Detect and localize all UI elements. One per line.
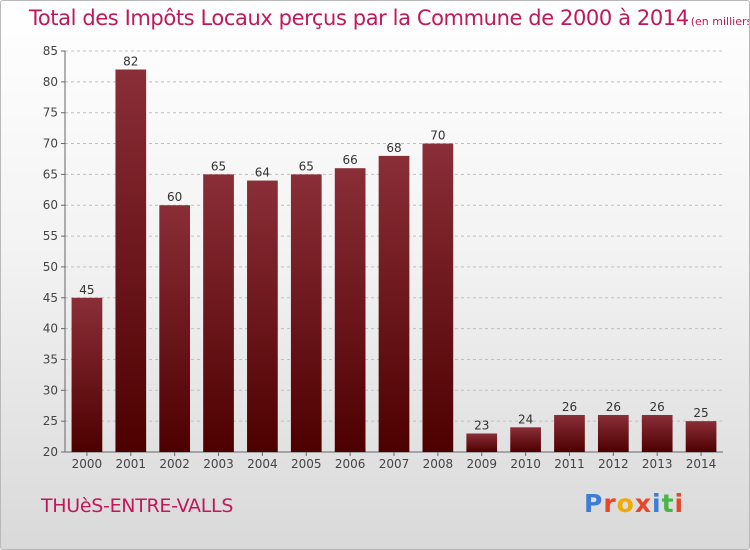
bar	[422, 143, 454, 453]
x-tick-label: 2000	[72, 457, 103, 471]
bar	[466, 433, 498, 452]
brand-letter: o	[616, 489, 635, 518]
y-tick-label: 40	[43, 322, 58, 336]
data-label: 23	[474, 418, 489, 432]
bar	[685, 421, 717, 452]
bar	[641, 414, 673, 452]
x-tick-label: 2010	[510, 457, 541, 471]
bar	[597, 414, 629, 452]
bar	[159, 205, 191, 452]
commune-name: THUèS-ENTRE-VALLS	[41, 495, 234, 517]
bar	[71, 297, 103, 452]
x-tick-label: 2013	[642, 457, 673, 471]
bar	[290, 174, 322, 452]
chart-unit: (en milliers d'€)	[690, 15, 750, 28]
data-label: 82	[123, 55, 138, 69]
brand-letter: t	[661, 489, 675, 518]
data-label: 65	[299, 159, 314, 173]
x-tick-label: 2006	[335, 457, 366, 471]
brand-letter: i	[674, 489, 685, 518]
x-tick-label: 2008	[423, 457, 454, 471]
bar	[510, 427, 541, 452]
bar	[247, 180, 278, 453]
brand-letter: r	[603, 489, 617, 518]
brand-letter: x	[634, 489, 652, 518]
y-tick-label: 70	[43, 137, 58, 151]
data-label: 24	[518, 412, 533, 426]
data-label: 25	[693, 406, 708, 420]
x-tick-label: 2014	[686, 457, 717, 471]
y-tick-label: 35	[43, 352, 58, 366]
data-label: 68	[386, 141, 401, 155]
y-tick-label: 80	[43, 75, 58, 89]
x-tick-label: 2009	[466, 457, 497, 471]
x-tick-label: 2007	[379, 457, 410, 471]
y-tick-label: 50	[43, 260, 58, 274]
chart-title-block: Total des Impôts Locaux perçus par la Co…	[29, 6, 750, 30]
y-tick-label: 45	[43, 291, 58, 305]
chart-title: Total des Impôts Locaux perçus par la Co…	[29, 6, 689, 30]
data-label: 26	[606, 400, 621, 414]
y-tick-label: 75	[43, 106, 58, 120]
x-tick-label: 2001	[116, 457, 147, 471]
data-label: 45	[79, 283, 94, 297]
bar	[203, 174, 234, 452]
brand-logo: Proxiti	[584, 489, 684, 518]
bar	[115, 69, 147, 452]
data-label: 64	[255, 166, 270, 180]
data-label: 65	[211, 159, 226, 173]
data-label: 70	[430, 129, 445, 143]
data-label: 66	[342, 153, 357, 167]
bar	[554, 414, 585, 452]
y-tick-label: 60	[43, 198, 58, 212]
bar	[378, 155, 410, 452]
y-tick-label: 85	[43, 44, 58, 58]
y-tick-label: 55	[43, 229, 58, 243]
data-label: 26	[562, 400, 577, 414]
x-tick-label: 2002	[159, 457, 190, 471]
brand-letter: i	[652, 489, 662, 518]
x-tick-label: 2005	[291, 457, 322, 471]
y-tick-label: 25	[43, 414, 58, 428]
y-tick-label: 65	[43, 167, 58, 181]
data-label: 26	[650, 400, 665, 414]
x-tick-label: 2003	[203, 457, 234, 471]
x-tick-label: 2012	[598, 457, 629, 471]
y-tick-label: 30	[43, 383, 58, 397]
bar	[334, 168, 366, 452]
data-label: 60	[167, 190, 182, 204]
x-tick-label: 2004	[247, 457, 278, 471]
brand-letter: P	[584, 489, 604, 518]
x-tick-label: 2011	[554, 457, 585, 471]
y-tick-label: 20	[43, 445, 58, 459]
